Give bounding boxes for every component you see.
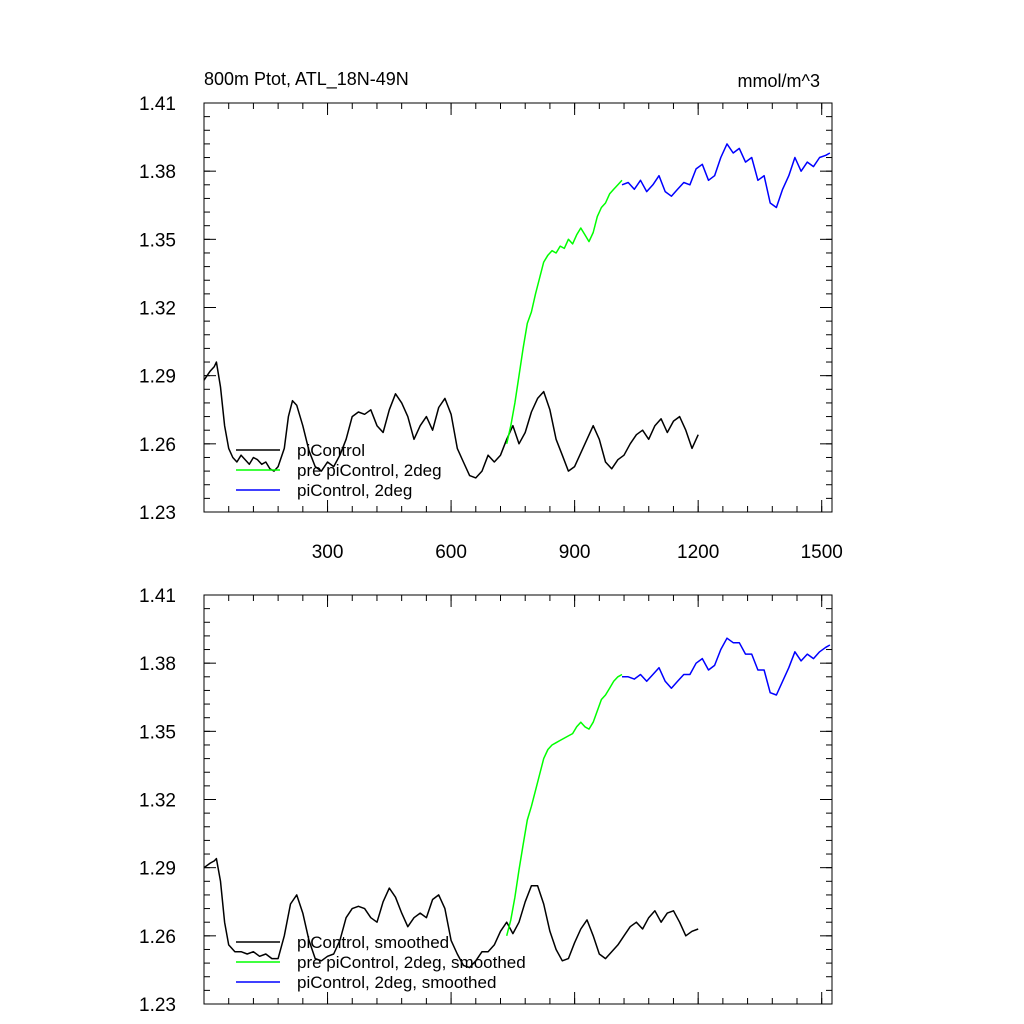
legend-label: pre piControl, 2deg: [297, 461, 442, 480]
y-tick-label: 1.23: [139, 995, 176, 1016]
x-tick-label: 1500: [801, 542, 843, 563]
y-tick-label: 1.32: [139, 791, 176, 812]
y-tick-label: 1.38: [139, 654, 176, 675]
x-tick-label: 900: [559, 542, 591, 563]
series-line-0: [203, 361, 699, 479]
y-tick-label: 1.26: [139, 927, 176, 948]
x-tick-label: 600: [435, 542, 467, 563]
y-tick-label: 1.38: [139, 162, 176, 183]
bottom-panel: 1.23 1.26 1.29 1.32 1.35 1.38 1.41 piControl, s…: [139, 586, 833, 1016]
y-tick-label: 1.35: [139, 230, 176, 251]
series-line-2: [621, 143, 831, 209]
units-label: mmol/m^3: [738, 71, 820, 91]
x-tick-label: 1200: [677, 542, 719, 563]
y-tick-label: 1.35: [139, 722, 176, 743]
series-line-2: [622, 637, 831, 696]
series-line-0: [203, 857, 699, 969]
y-tick-label: 1.41: [139, 94, 176, 115]
series-line-1: [505, 179, 623, 444]
y-tick-label: 1.29: [139, 859, 176, 880]
top-panel: 800m Ptot, ATL_18N-49N mmol/m^3 1.23 1.26…: [139, 69, 843, 563]
legend-label: pre piControl, 2deg, smoothed: [297, 953, 526, 972]
y-tick-label: 1.23: [139, 503, 176, 524]
legend-label: piControl, smoothed: [297, 933, 449, 952]
chart-title: 800m Ptot, ATL_18N-49N: [204, 69, 409, 90]
legend-label: piControl, 2deg: [297, 481, 412, 500]
y-tick-label: 1.32: [139, 299, 176, 320]
legend-label: piControl, 2deg, smoothed: [297, 973, 496, 992]
y-tick-label: 1.26: [139, 435, 176, 456]
y-tick-label: 1.29: [139, 367, 176, 388]
y-tick-label: 1.41: [139, 586, 176, 607]
series-line-1: [505, 673, 623, 936]
x-tick-label: 300: [312, 542, 344, 563]
legend-label: piControl: [297, 441, 365, 460]
